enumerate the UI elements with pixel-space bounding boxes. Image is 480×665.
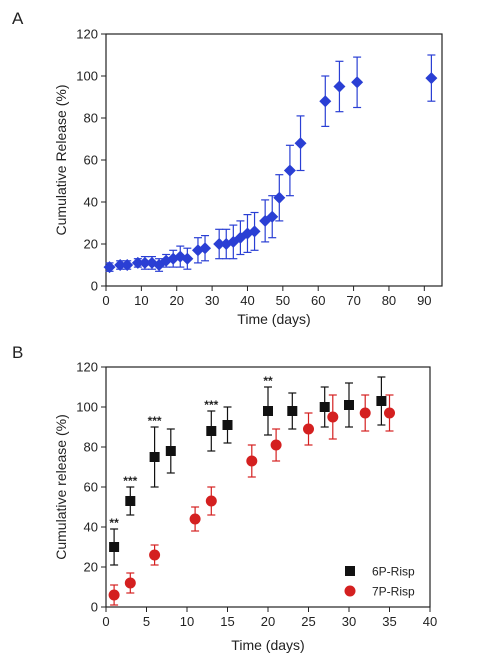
chart-panel-a: A 0 10 20 30 40 50 60 70 80 90 0 20 40 60 80 100 120 Time …	[12, 9, 443, 327]
x-axis-label: Time (days)	[231, 637, 304, 653]
y-tick-label: 20	[84, 237, 98, 252]
legend-marker	[344, 585, 356, 597]
x-tick-label: 70	[346, 293, 360, 308]
x-tick-label: 20	[170, 293, 184, 308]
x-tick-label: 40	[423, 614, 437, 629]
data-point	[138, 256, 151, 269]
data-point	[283, 164, 296, 177]
data-point	[125, 496, 136, 506]
data-point	[165, 446, 176, 456]
series-6p-risp	[109, 376, 387, 566]
panel-letter: A	[12, 9, 24, 28]
x-tick-label: 10	[180, 614, 194, 629]
data-point	[149, 452, 160, 462]
x-tick-label: 10	[134, 293, 148, 308]
x-tick-label: 60	[311, 293, 325, 308]
x-tick-label: 40	[240, 293, 254, 308]
y-tick-label: 100	[76, 69, 98, 84]
data-point	[246, 455, 258, 467]
x-tick-label: 20	[261, 614, 275, 629]
significance-label: **	[109, 516, 119, 530]
data-point	[109, 542, 120, 552]
significance-label: **	[263, 374, 273, 388]
series-7p-risp	[108, 394, 395, 606]
y-tick-label: 40	[84, 195, 98, 210]
y-tick-label: 80	[84, 440, 98, 455]
legend-marker	[345, 566, 355, 576]
significance-label: ***	[148, 414, 162, 428]
x-tick-label: 30	[342, 614, 356, 629]
data-point	[205, 495, 217, 507]
x-axis-label: Time (days)	[237, 311, 310, 327]
series-release	[103, 54, 438, 274]
data-point	[206, 426, 217, 436]
y-tick-label: 0	[91, 600, 98, 615]
legend: 6P-Risp 7P-Risp	[344, 565, 415, 599]
data-point	[263, 406, 273, 416]
x-tick-label: 25	[301, 614, 315, 629]
panel-letter: B	[12, 343, 23, 362]
y-tick-label: 120	[76, 27, 98, 42]
legend-label: 6P-Risp	[372, 565, 415, 579]
data-point	[248, 225, 261, 238]
y-tick-label: 120	[76, 360, 98, 375]
significance-label: ***	[204, 398, 218, 412]
data-point	[333, 80, 346, 93]
data-point	[189, 513, 201, 525]
data-point	[376, 396, 387, 406]
significance-label: ***	[123, 474, 137, 488]
data-point	[266, 210, 279, 223]
x-tick-label: 5	[143, 614, 150, 629]
data-point	[131, 256, 144, 269]
chart-panel-b: B 0 5 10 15 20 25 30 35 40 0 20 40 60 80 100 120 Time (da…	[12, 343, 437, 653]
data-point	[181, 252, 194, 265]
x-tick-label: 80	[382, 293, 396, 308]
data-point	[359, 407, 371, 419]
legend-label: 7P-Risp	[372, 585, 415, 599]
x-tick-label: 0	[102, 293, 109, 308]
data-point	[222, 420, 233, 430]
data-point	[124, 577, 136, 589]
x-tick-label: 30	[205, 293, 219, 308]
x-tick-label: 50	[276, 293, 290, 308]
y-tick-label: 40	[84, 520, 98, 535]
x-tick-label: 35	[382, 614, 396, 629]
y-axis-label: Cumulative Release (%)	[53, 85, 69, 236]
data-point	[294, 137, 307, 150]
x-tick-label: 15	[220, 614, 234, 629]
data-point	[273, 191, 286, 204]
y-axis-label: Cumulative release (%)	[53, 414, 69, 560]
data-point	[303, 423, 314, 435]
data-point	[327, 411, 339, 423]
data-point	[121, 259, 134, 271]
y-tick-label: 0	[91, 279, 98, 294]
data-point	[108, 589, 120, 601]
y-tick-label: 20	[84, 560, 98, 575]
y-tick-label: 60	[84, 480, 98, 495]
x-tick-label: 90	[417, 293, 431, 308]
data-point	[160, 254, 173, 267]
y-tick-label: 60	[84, 153, 98, 168]
data-point	[425, 72, 438, 85]
data-point	[103, 261, 116, 274]
data-point	[384, 407, 395, 419]
plot-frame	[105, 33, 443, 287]
data-point	[149, 549, 161, 561]
data-point	[213, 238, 226, 250]
data-point	[270, 439, 282, 451]
data-point	[167, 252, 180, 265]
data-point	[319, 95, 332, 108]
data-point	[114, 259, 127, 271]
data-point	[199, 242, 212, 255]
y-tick-label: 100	[76, 400, 98, 415]
data-point	[351, 76, 364, 89]
data-point	[319, 402, 330, 412]
data-point	[287, 406, 298, 416]
data-point	[344, 400, 354, 410]
y-tick-label: 80	[84, 111, 98, 126]
x-tick-label: 0	[102, 614, 109, 629]
